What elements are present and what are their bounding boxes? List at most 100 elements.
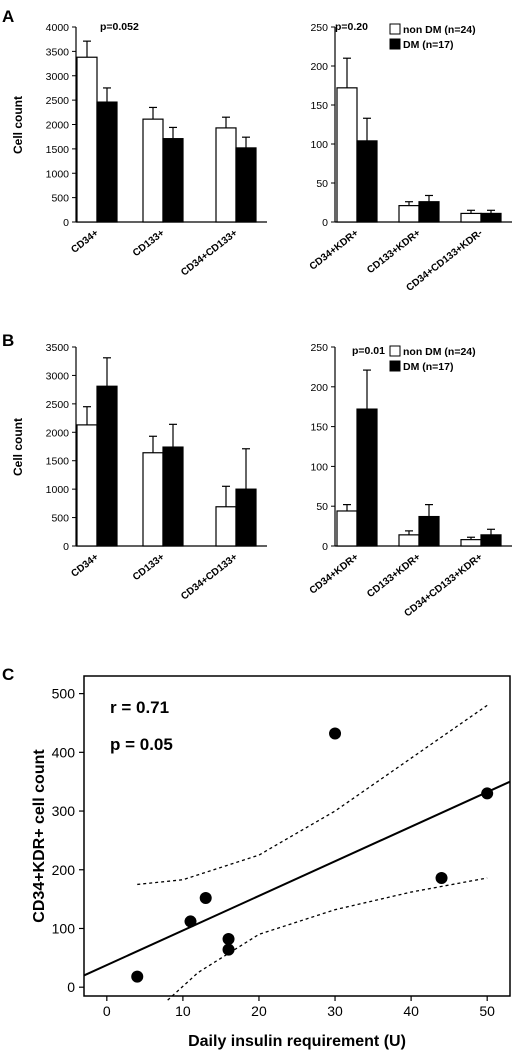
bar-dm [235,147,257,223]
y-axis-label: Cell count [11,418,25,476]
legend-label: non DM (n=24) [403,24,476,36]
y-tick-label: 500 [52,686,76,702]
x-axis-label: Daily insulin requirement (U) [188,1033,406,1050]
y-tick-label: 100 [52,920,76,936]
data-point [329,727,342,740]
bar-dm [356,408,378,547]
y-tick-label: 0 [63,541,69,553]
bar-non-dm [336,87,358,223]
y-tick-label: 2500 [46,95,70,107]
y-tick-label: 0 [322,217,328,229]
plot-frame [83,675,511,997]
y-tick-label: 1000 [46,484,70,496]
category-label: CD34+ [69,552,101,580]
legend-label: DM (n=17) [403,361,453,373]
y-axis-label: Cell count [11,96,25,154]
x-tick-label: 30 [327,1003,343,1019]
y-tick-label: 150 [310,100,328,112]
data-point [131,970,144,983]
y-tick-label: 4000 [46,22,70,34]
y-tick-label: 150 [310,422,328,434]
category-label: CD34+CD133+ [179,552,240,603]
legend-swatch [389,23,401,35]
legend-swatch [389,345,401,357]
data-point [184,915,197,928]
y-tick-label: 2000 [46,427,70,439]
y-tick-label: 500 [51,513,69,525]
y-tick-label: 250 [310,342,328,354]
panel-label-b: B [2,331,14,350]
bar-dm [96,385,118,547]
y-tick-label: 0 [67,979,75,995]
bar-non-dm [215,127,237,223]
y-tick-label: 300 [52,803,76,819]
bar-non-dm [460,212,482,223]
y-tick-label: 3500 [46,46,70,58]
y-tick-label: 400 [52,744,76,760]
y-tick-label: 100 [310,461,328,473]
category-label: CD133+KDR+ [365,552,423,600]
y-tick-label: 0 [322,541,328,553]
bar-dm [480,212,502,223]
bar-non-dm [142,118,164,223]
data-point [199,891,212,904]
p-value: p=0.052 [100,21,139,33]
bar-dm [235,488,257,547]
bar-dm [96,101,118,223]
bar-non-dm [398,534,420,547]
category-label: CD34+KDR+ [308,228,361,273]
bar-dm [162,446,184,547]
y-tick-label: 1500 [46,456,70,468]
y-tick-label: 1000 [46,168,70,180]
bar-dm [356,140,378,223]
data-point [222,933,235,946]
legend-swatch [389,360,401,372]
y-tick-label: 200 [310,61,328,73]
bar-non-dm [398,205,420,223]
y-tick-label: 200 [310,382,328,394]
category-label: CD34+ [69,228,101,256]
r-value: r = 0.71 [110,698,169,717]
bar-non-dm [460,539,482,547]
bar-non-dm [215,506,237,547]
ci-lower-line [167,877,488,1001]
p-value: p=0.20 [335,21,368,33]
y-tick-label: 3000 [46,370,70,382]
x-tick-label: 40 [403,1003,419,1019]
category-label: CD34+KDR+ [308,552,361,597]
y-tick-label: 1500 [46,144,70,156]
x-tick-label: 50 [479,1003,495,1019]
data-point [435,871,448,884]
x-tick-label: 20 [251,1003,267,1019]
y-tick-label: 50 [316,501,328,513]
y-tick-label: 0 [63,217,69,229]
p-value: p = 0.05 [110,735,173,754]
panel-label-a: A [2,7,14,26]
y-tick-label: 2000 [46,120,70,132]
bar-non-dm [76,56,98,223]
legend-label: DM (n=17) [403,39,453,51]
category-label: CD133+ [131,552,167,584]
bar-dm [162,138,184,223]
bar-non-dm [142,452,164,547]
regression-line [83,780,511,977]
y-tick-label: 100 [310,139,328,151]
category-label: CD34+CD133+ [179,228,240,279]
y-tick-label: 200 [52,862,76,878]
bar-dm [480,534,502,547]
y-tick-label: 250 [310,22,328,34]
legend-swatch [389,38,401,50]
x-tick-label: 10 [175,1003,191,1019]
y-tick-label: 3500 [46,342,70,354]
y-tick-label: 2500 [46,399,70,411]
y-tick-label: 3000 [46,71,70,83]
data-point [222,943,235,956]
x-tick-label: 0 [103,1003,111,1019]
